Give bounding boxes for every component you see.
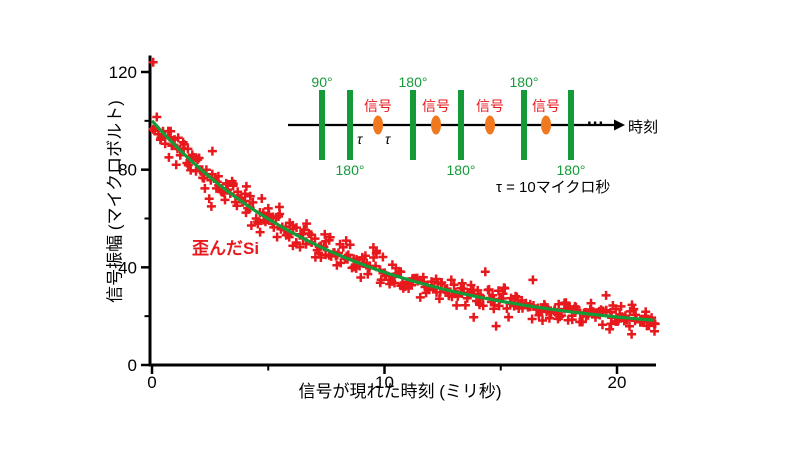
signal-label: 信号 (532, 98, 560, 114)
arrowhead-icon (614, 119, 625, 131)
echo-icon (541, 115, 551, 135)
svg-text:20: 20 (608, 373, 627, 392)
pulse-angle-label: 180° (556, 162, 586, 178)
tau-note: τ = 10マイクロ秒 (496, 179, 611, 196)
pulse-sequence (288, 90, 625, 160)
series-label: 歪んだSi (192, 239, 260, 258)
scatter-series (148, 57, 660, 339)
signal-label: 信号 (422, 98, 450, 114)
svg-text:0: 0 (147, 373, 156, 392)
fit-curve (150, 119, 655, 322)
tau-interval-label: τ (357, 131, 363, 147)
svg-text:0: 0 (128, 356, 137, 375)
svg-text:40: 40 (118, 258, 137, 277)
tau-interval-label: τ (385, 131, 391, 147)
y-axis-title: 信号振幅 (マイクロボルト) (105, 100, 125, 303)
echo-icon (431, 115, 441, 135)
svg-text:80: 80 (118, 161, 137, 180)
pulse-angle-label: 180° (398, 74, 428, 90)
signal-label: 信号 (364, 98, 392, 114)
pulse-angle-label: 90° (311, 74, 333, 90)
ellipsis-label: ... (587, 109, 605, 128)
pulse-angle-label: 180° (509, 74, 539, 90)
x-axis-title: 信号が現れた時刻 (ミリ秒) (298, 382, 502, 401)
axes: 0 40 80 120 0 10 20 (109, 55, 656, 392)
echo-icon (373, 115, 383, 135)
signal-label: 信号 (476, 98, 504, 114)
svg-text:10: 10 (375, 373, 394, 392)
pulse-angle-label: 180° (335, 162, 365, 178)
echo-icon (485, 115, 495, 135)
timeline-axis-label: 時刻 (628, 119, 659, 136)
svg-text:120: 120 (109, 63, 137, 82)
pulse-angle-label: 180° (446, 162, 476, 178)
